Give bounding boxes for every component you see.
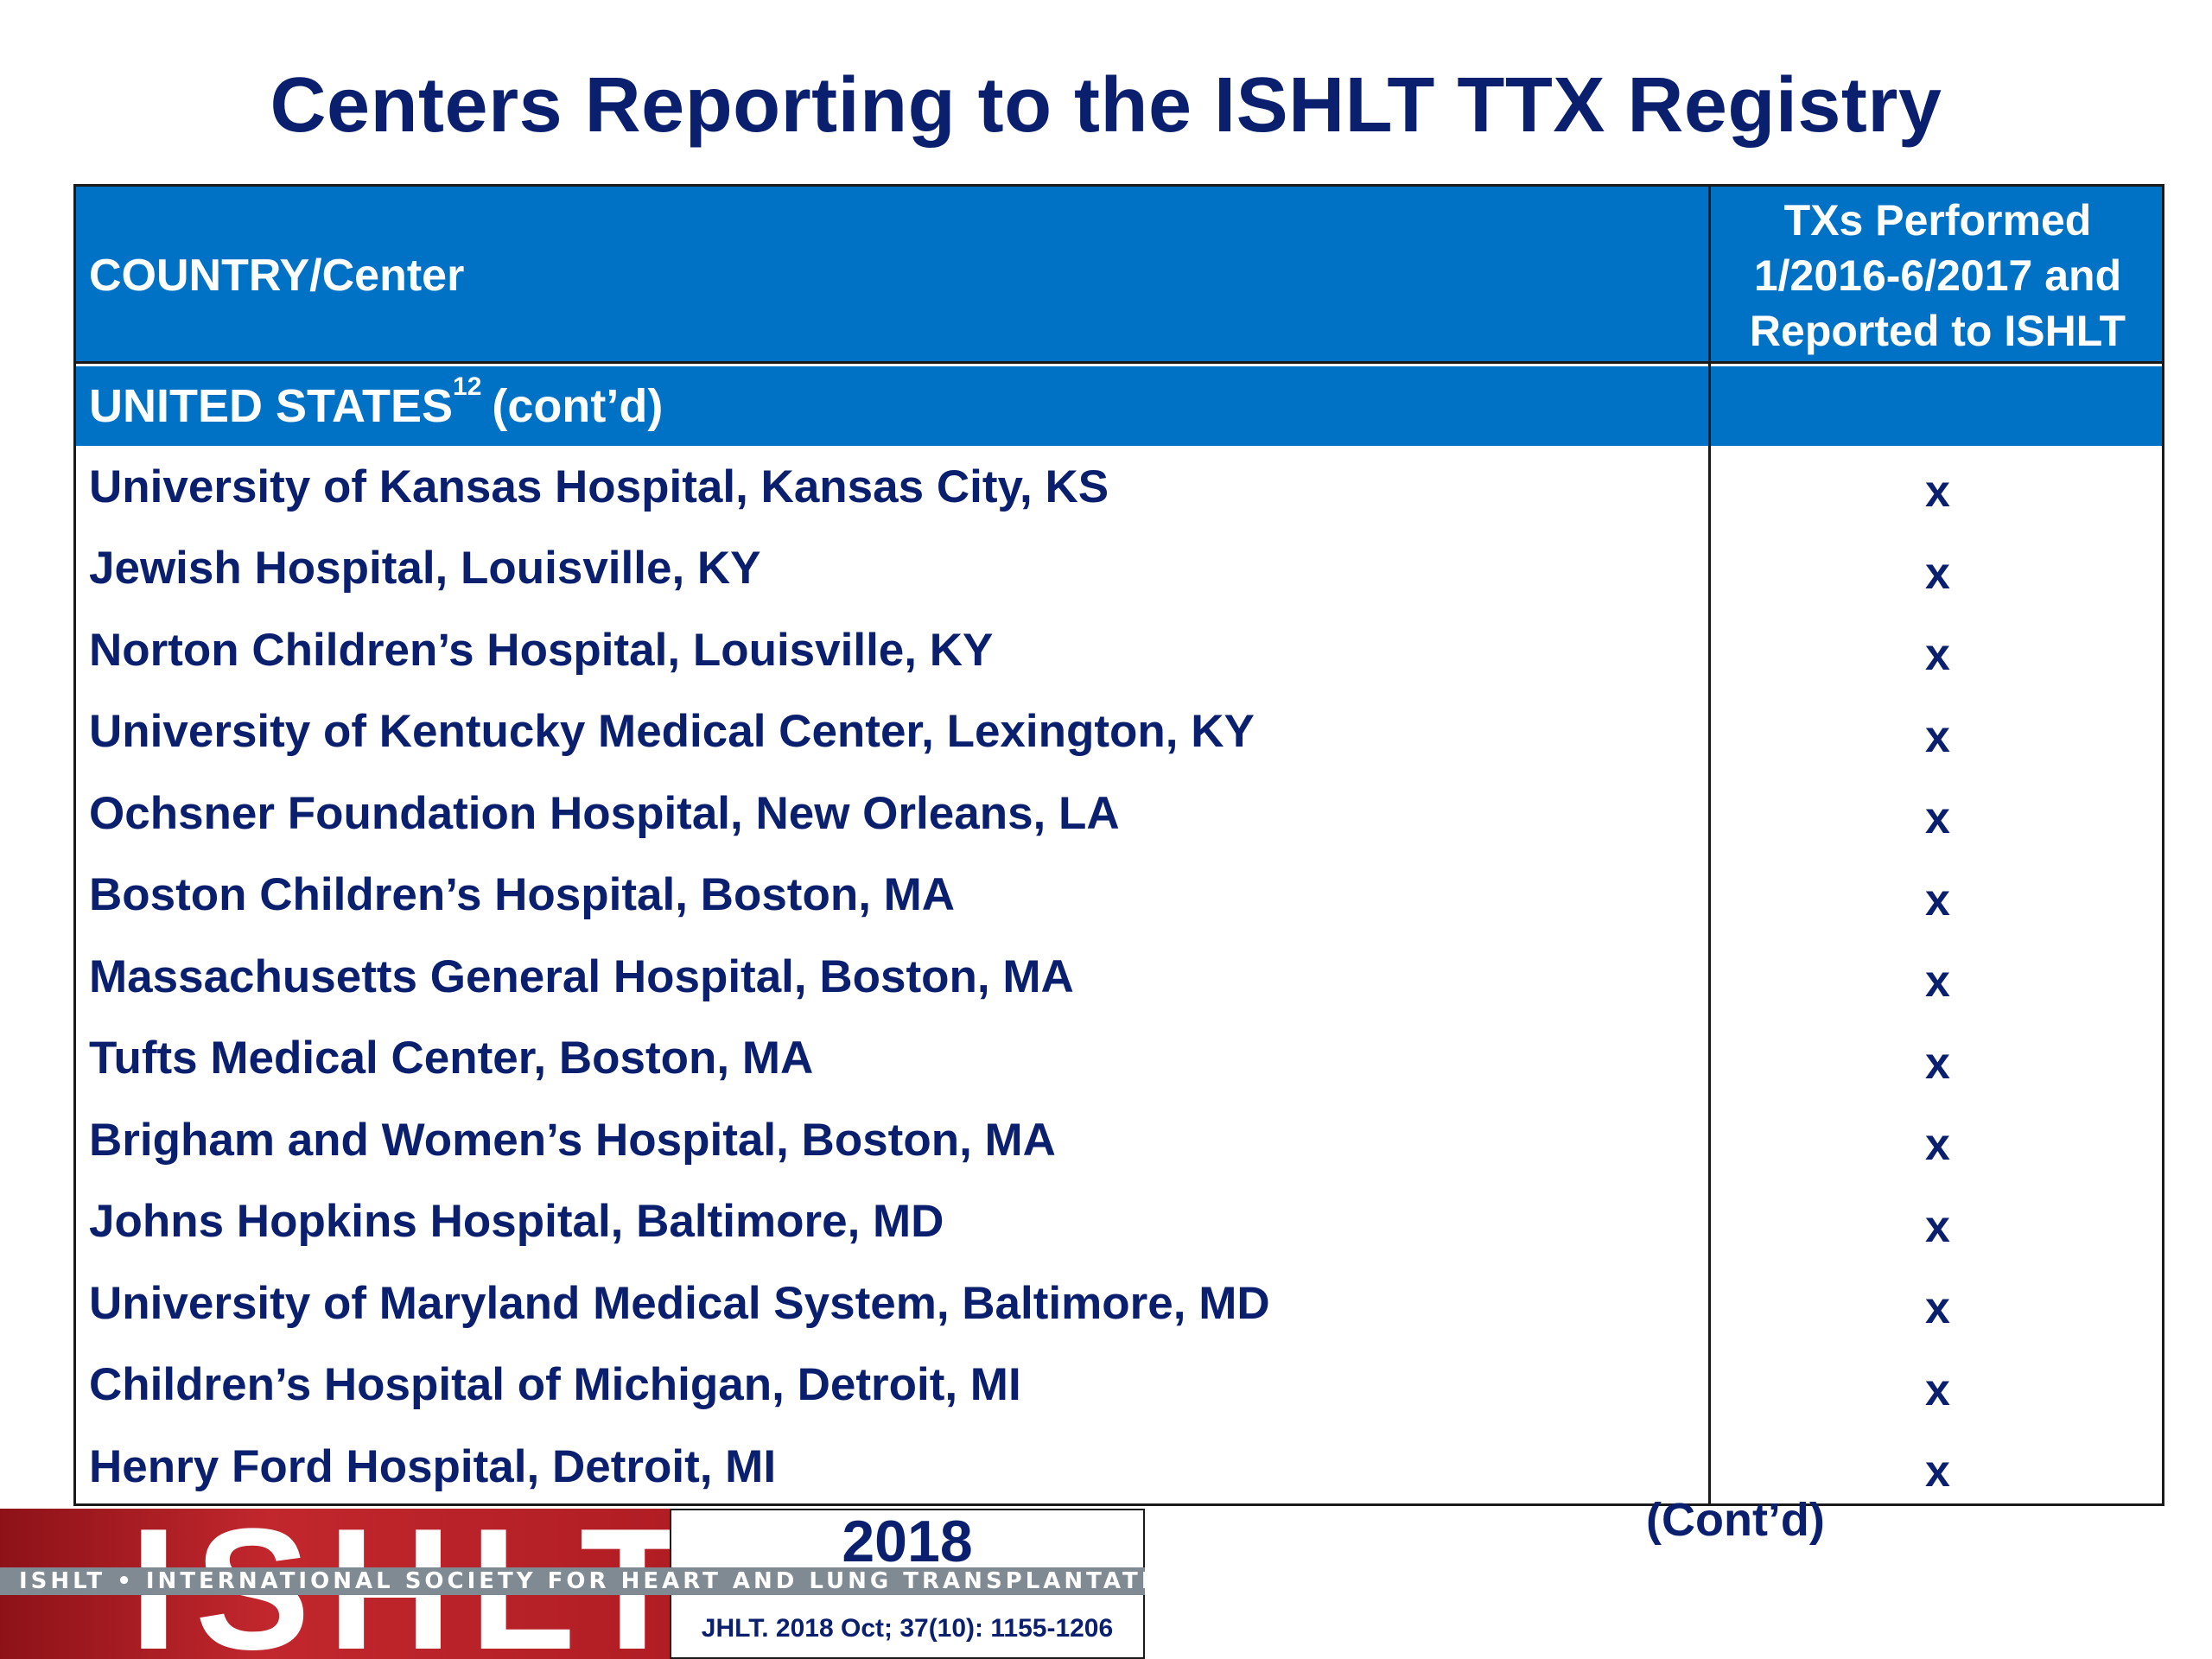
center-name: University of Maryland Medical System, B… [89, 1277, 1270, 1329]
reported-mark: x [1925, 467, 1950, 518]
journal-citation: JHLT. 2018 Oct; 37(10): 1155-1206 [701, 1614, 1114, 1643]
table-header-row: COUNTRY/Center TXs Performed 1/2016-6/20… [76, 187, 2162, 364]
table-row: Henry Ford Hospital, Detroit, MI x [76, 1426, 2162, 1508]
reported-mark: x [1925, 1120, 1950, 1171]
table-row: University of Kentucky Medical Center, L… [76, 691, 2162, 773]
table-row: Ochsner Foundation Hospital, New Orleans… [76, 772, 2162, 855]
center-name: University of Kentucky Medical Center, L… [89, 706, 1255, 758]
report-year: 2018 [842, 1509, 973, 1574]
reported-mark: x [1925, 874, 1950, 925]
reported-mark: x [1925, 711, 1950, 762]
center-name: Children’s Hospital of Michigan, Detroit… [89, 1359, 1021, 1411]
section-header-row: UNITED STATES 12 (cont’d) [76, 366, 2162, 446]
section-label: UNITED STATES 12 (cont’d) [89, 366, 663, 446]
header-txs-performed: TXs Performed 1/2016-6/2017 and Reported… [1749, 195, 2126, 355]
header-country-center: COUNTRY/Center [89, 250, 465, 301]
table-row: Brigham and Women’s Hospital, Boston, MA… [76, 1099, 2162, 1181]
section-country: UNITED STATES [89, 380, 454, 432]
section-suffix: (cont’d) [492, 380, 664, 432]
reported-mark: x [1925, 630, 1950, 681]
reported-mark: x [1925, 1038, 1950, 1089]
reported-mark: x [1925, 1201, 1950, 1252]
reported-mark: x [1925, 1283, 1950, 1334]
center-name: Brigham and Women’s Hospital, Boston, MA [89, 1114, 1056, 1166]
column-divider [1708, 187, 1711, 1503]
center-name: University of Kansas Hospital, Kansas Ci… [89, 461, 1109, 512]
table-row: Children’s Hospital of Michigan, Detroit… [76, 1344, 2162, 1427]
center-name: Norton Children’s Hospital, Louisville, … [89, 624, 994, 676]
table-row: Johns Hopkins Hospital, Baltimore, MD x [76, 1181, 2162, 1263]
centers-table: COUNTRY/Center TXs Performed 1/2016-6/20… [73, 184, 2164, 1506]
reported-mark: x [1925, 793, 1950, 844]
center-name: Ochsner Foundation Hospital, New Orleans… [89, 787, 1120, 839]
center-name: Johns Hopkins Hospital, Baltimore, MD [89, 1196, 944, 1248]
center-name: Massachusetts General Hospital, Boston, … [89, 950, 1074, 1002]
reported-mark: x [1925, 1364, 1950, 1415]
slide-title: Centers Reporting to the ISHLT TTX Regis… [270, 62, 1942, 149]
table-row: University of Kansas Hospital, Kansas Ci… [76, 446, 2162, 528]
society-name-band: ISHLT • INTERNATIONAL SOCIETY FOR HEART … [0, 1567, 1145, 1595]
center-name: Henry Ford Hospital, Detroit, MI [89, 1440, 777, 1492]
reported-mark: x [1925, 548, 1950, 599]
table-body: University of Kansas Hospital, Kansas Ci… [76, 446, 2162, 1508]
table-row: University of Maryland Medical System, B… [76, 1262, 2162, 1344]
ishlt-logo: ISHLT 2018 JHLT. 2018 Oct; 37(10): 1155-… [0, 1509, 1145, 1659]
reported-mark: x [1925, 957, 1950, 1007]
table-row: Massachusetts General Hospital, Boston, … [76, 936, 2162, 1018]
center-name: Tufts Medical Center, Boston, MA [89, 1033, 814, 1084]
table-row: Norton Children’s Hospital, Louisville, … [76, 609, 2162, 691]
table-row: Tufts Medical Center, Boston, MA x [76, 1018, 2162, 1100]
section-footnote: 12 [453, 372, 482, 401]
table-row: Jewish Hospital, Louisville, KY x [76, 528, 2162, 610]
continued-note: (Cont’d) [1646, 1494, 1825, 1546]
reported-mark: x [1925, 1446, 1950, 1497]
center-name: Boston Children’s Hospital, Boston, MA [89, 869, 956, 921]
center-name: Jewish Hospital, Louisville, KY [89, 543, 761, 594]
table-row: Boston Children’s Hospital, Boston, MA x [76, 855, 2162, 937]
